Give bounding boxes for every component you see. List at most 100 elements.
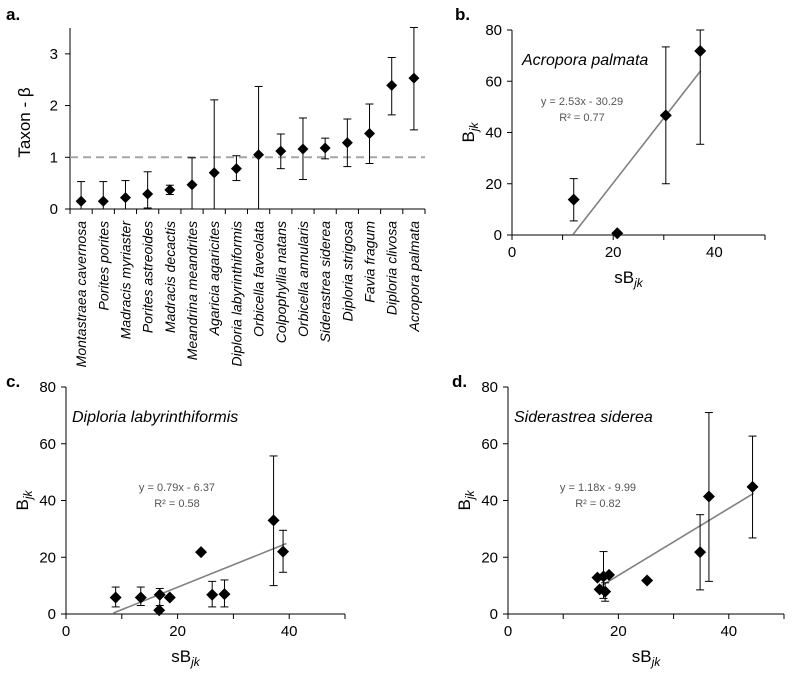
panel-b-y-tick-label: 80: [485, 22, 502, 39]
panel-d-point: [599, 585, 612, 598]
panel-c-x-axis-label: sBjk: [171, 647, 201, 669]
panel-d-y-tick-label: 80: [481, 379, 498, 396]
panel-b-x-tick-label: 40: [706, 244, 723, 261]
panel-c-y-tick-label: 80: [39, 379, 56, 396]
panel-a-point: [97, 195, 109, 207]
panel-b-trendline: [572, 70, 702, 236]
panel-c-point: [163, 591, 176, 604]
panel-c-x-tick-label: 40: [281, 623, 298, 640]
panel-d-title: Siderastrea siderea: [514, 409, 653, 426]
panel-d-y-axis-label-main: B: [455, 499, 474, 510]
panel-a-y-tick-label: 2: [50, 98, 58, 115]
panel-d-y-axis-label: Bjk: [455, 489, 477, 510]
panel-a-y-axis-label: Taxon - β: [15, 87, 34, 157]
panel-a-point: [364, 127, 376, 139]
panel-b-point: [659, 109, 672, 122]
panel-b-y-axis-label: Bjk: [459, 121, 481, 142]
panel-a-category-label: Colpophyllia natans: [273, 221, 289, 343]
panel-d-y-tick-label: 20: [481, 549, 498, 566]
panel-a-point: [297, 143, 309, 155]
panel-a-category-label: Orbicella annularis: [295, 221, 311, 337]
panel-a-category-label: Acropora palmata: [406, 221, 422, 333]
panel-c-y-tick-label: 40: [39, 493, 56, 510]
panel-a-category-label: Diploria labyrinthiformis: [228, 221, 244, 367]
panel-a-category-label: Diploria strigosa: [339, 221, 355, 322]
panel-a-y-tick-label: 3: [50, 46, 58, 63]
panel-d-equation: y = 1.18x - 9.99: [560, 482, 636, 494]
panel-b-y-tick-label: 40: [485, 125, 502, 142]
panel-d-point: [641, 574, 654, 587]
panel-a-point: [319, 142, 331, 154]
panel-c-x-axis-label-sub: jk: [189, 655, 201, 669]
panel-d-x-axis-label-sub: jk: [650, 655, 662, 669]
panel-c-point: [277, 545, 290, 558]
panel-b-y-tick-label: 20: [485, 176, 502, 193]
panel-d-x-tick-label: 20: [610, 623, 627, 640]
panel-a-category-label: Porites astreoides: [140, 221, 156, 333]
panel-a-point: [142, 188, 154, 200]
panel-a-point: [186, 179, 198, 191]
panel-a-category-label: Favia fragum: [362, 221, 378, 303]
panel-c-x-axis-label-main: sB: [171, 647, 191, 666]
panel-b-y-tick-label: 60: [485, 73, 502, 90]
panel-c-y-tick-label: 60: [39, 436, 56, 453]
panel-c-y-axis-label: Bjk: [13, 489, 35, 510]
panel-b-x-axis-label: sBjk: [614, 268, 644, 290]
panel-d-point: [702, 490, 715, 503]
panel-a-point: [119, 192, 131, 204]
panel-c-title: Diploria labyrinthiformis: [72, 409, 238, 426]
panel-c-x-tick-label: 0: [62, 623, 70, 640]
panel-d-y-tick-label: 60: [481, 436, 498, 453]
panel-b-point: [611, 227, 624, 240]
panel-a-point: [208, 167, 220, 179]
panel-b-x-tick-label: 0: [508, 244, 516, 261]
panel-a-y-tick-label: 1: [50, 149, 58, 166]
panel-a-point: [408, 72, 420, 84]
panel-a-error-bar: [210, 99, 219, 210]
panel-c-x-tick-label: 20: [169, 623, 186, 640]
panel-a-category-label: Siderastrea siderea: [317, 221, 333, 343]
panel-d-r-squared: R² = 0.82: [575, 498, 621, 510]
panel-a-category-label: Madracis decactis: [162, 221, 178, 333]
panel-b-x-tick-label: 20: [605, 244, 622, 261]
panel-a-category-label: Porites porites: [95, 221, 111, 310]
panel-b-y-axis-label-main: B: [459, 131, 478, 142]
panel-a-point: [386, 79, 398, 91]
panel-c-y-axis-label-sub: jk: [21, 489, 35, 501]
panel-c-y-tick-label: 20: [39, 549, 56, 566]
panel-a-point: [230, 163, 242, 175]
panel-c-y-axis-label-main: B: [13, 499, 32, 510]
panel-b-point: [694, 45, 707, 58]
panel-b-x-axis-label-main: sB: [614, 268, 634, 287]
panel-c-equation: y = 0.79x - 6.37: [139, 482, 215, 494]
panel-d-x-tick-label: 0: [504, 623, 512, 640]
panel-a-category-label: Orbicella faveolata: [251, 221, 267, 337]
panel-b-label: b.: [455, 5, 470, 24]
panel-a-category-label: Madracis myriaster: [117, 220, 133, 340]
panel-a-point: [275, 145, 287, 157]
panel-c-label: c.: [6, 372, 20, 391]
panel-a-point: [341, 137, 353, 149]
panel-d-y-tick-label: 0: [490, 606, 498, 623]
panel-a-y-tick-label: 0: [50, 201, 58, 218]
panel-c-r-squared: R² = 0.58: [154, 498, 200, 510]
panel-c-y-tick-label: 0: [48, 606, 56, 623]
panel-d-trendline: [595, 492, 755, 590]
panel-c-point: [109, 591, 122, 604]
panel-a-category-label: Meandrina meandrites: [184, 221, 200, 360]
panel-b-point: [567, 193, 580, 206]
panel-c-point: [153, 588, 166, 601]
panel-a-error-bar: [254, 85, 263, 210]
panel-c-point: [134, 591, 147, 604]
panel-a-point: [164, 184, 176, 196]
panel-d-point: [746, 480, 759, 493]
panel-d-label: d.: [452, 372, 467, 391]
panel-c-point: [153, 604, 166, 617]
panel-c-point: [195, 546, 208, 559]
panel-a-category-label: Montastraea cavernosa: [73, 221, 89, 368]
panel-d-point: [694, 546, 707, 559]
panel-b-y-axis-label-sub: jk: [467, 121, 481, 133]
panel-b-x-axis-label-sub: jk: [632, 276, 644, 290]
panel-b-y-tick-label: 0: [494, 227, 502, 244]
